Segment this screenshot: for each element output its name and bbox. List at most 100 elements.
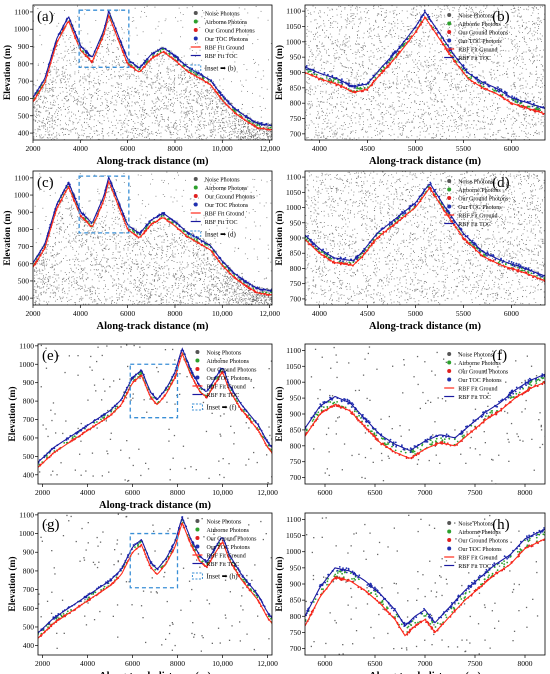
noise-photon bbox=[150, 84, 152, 86]
noise-photon bbox=[333, 131, 335, 133]
noise-photon bbox=[220, 122, 222, 123]
noise-photon bbox=[221, 91, 222, 93]
noise-photon bbox=[158, 82, 160, 84]
noise-photon bbox=[455, 124, 457, 126]
noise-photon bbox=[255, 135, 256, 137]
noise-photon bbox=[121, 28, 123, 30]
noise-photon bbox=[34, 110, 36, 112]
noise-photon bbox=[455, 136, 456, 138]
noise-photon bbox=[234, 123, 236, 125]
noise-photon bbox=[64, 75, 66, 77]
noise-photon bbox=[65, 84, 67, 86]
noise-photon bbox=[208, 124, 209, 126]
noise-photon bbox=[108, 54, 110, 56]
noise-photon bbox=[310, 91, 311, 93]
noise-photon bbox=[520, 107, 522, 108]
noise-photon bbox=[385, 83, 387, 85]
noise-photon bbox=[401, 103, 403, 105]
noise-photon bbox=[34, 107, 36, 109]
noise-photon bbox=[184, 124, 186, 126]
noise-photon bbox=[242, 138, 244, 139]
noise-photon bbox=[318, 26, 320, 28]
noise-photon bbox=[109, 108, 110, 110]
noise-photon bbox=[463, 5, 465, 7]
noise-photon bbox=[523, 36, 525, 38]
noise-photon bbox=[213, 92, 215, 94]
noise-photon bbox=[483, 5, 485, 7]
noise-photon bbox=[328, 94, 330, 95]
noise-photon bbox=[241, 130, 242, 131]
noise-photon bbox=[540, 39, 542, 40]
noise-photon bbox=[399, 63, 401, 65]
noise-photon bbox=[238, 129, 240, 130]
noise-photon bbox=[79, 79, 81, 81]
noise-photon bbox=[179, 94, 181, 96]
noise-photon bbox=[312, 105, 313, 107]
noise-photon bbox=[67, 129, 68, 131]
noise-photon bbox=[400, 135, 402, 136]
noise-photon bbox=[211, 88, 213, 90]
noise-photon bbox=[91, 56, 93, 58]
noise-photon bbox=[318, 53, 320, 55]
noise-photon bbox=[134, 110, 136, 112]
noise-photon bbox=[39, 88, 41, 90]
noise-photon bbox=[114, 95, 116, 96]
noise-photon bbox=[49, 89, 51, 91]
noise-photon bbox=[106, 34, 108, 36]
noise-photon bbox=[332, 16, 334, 17]
noise-photon bbox=[265, 125, 267, 126]
noise-photon bbox=[419, 12, 420, 14]
noise-photon bbox=[491, 32, 493, 34]
noise-photon bbox=[108, 27, 110, 29]
noise-photon bbox=[49, 95, 51, 96]
noise-photon bbox=[240, 138, 242, 140]
noise-photon bbox=[247, 115, 249, 117]
noise-photon bbox=[271, 138, 272, 140]
noise-photon bbox=[455, 64, 457, 66]
noise-photon bbox=[45, 107, 47, 108]
noise-photon bbox=[162, 96, 164, 98]
noise-photon bbox=[211, 100, 213, 102]
noise-photon bbox=[453, 122, 455, 124]
noise-photon bbox=[61, 87, 63, 88]
noise-photon bbox=[144, 55, 146, 56]
noise-photon bbox=[358, 26, 359, 28]
noise-photon bbox=[305, 15, 307, 17]
noise-photon bbox=[166, 106, 167, 108]
noise-photon bbox=[245, 122, 246, 124]
noise-photon bbox=[492, 134, 494, 136]
legend-label: Noise Photons bbox=[205, 11, 241, 17]
noise-photon bbox=[102, 46, 104, 48]
noise-photon bbox=[254, 61, 256, 63]
noise-photon bbox=[388, 54, 390, 56]
noise-photon bbox=[231, 103, 233, 105]
noise-photon bbox=[411, 13, 413, 15]
noise-photon bbox=[100, 80, 101, 82]
noise-photon bbox=[483, 106, 485, 108]
noise-photon bbox=[532, 12, 534, 14]
noise-photon bbox=[34, 106, 36, 108]
noise-photon bbox=[134, 91, 136, 93]
noise-photon bbox=[440, 44, 441, 45]
noise-photon bbox=[324, 36, 326, 38]
noise-photon bbox=[114, 125, 116, 126]
noise-photon bbox=[324, 48, 326, 50]
noise-photon bbox=[535, 50, 537, 52]
noise-photon bbox=[41, 121, 43, 123]
noise-photon bbox=[90, 127, 92, 129]
noise-photon bbox=[134, 7, 136, 9]
noise-photon bbox=[111, 132, 113, 134]
noise-photon bbox=[234, 61, 236, 63]
noise-photon bbox=[334, 42, 336, 44]
noise-photon bbox=[532, 100, 533, 102]
noise-photon bbox=[322, 91, 324, 93]
noise-photon bbox=[135, 101, 137, 103]
noise-photon bbox=[356, 40, 357, 42]
noise-photon bbox=[398, 35, 400, 37]
noise-photon bbox=[345, 34, 347, 36]
noise-photon bbox=[513, 82, 515, 84]
noise-photon bbox=[89, 118, 91, 120]
noise-photon bbox=[210, 129, 212, 131]
noise-photon bbox=[207, 92, 209, 94]
noise-photon bbox=[78, 110, 79, 112]
